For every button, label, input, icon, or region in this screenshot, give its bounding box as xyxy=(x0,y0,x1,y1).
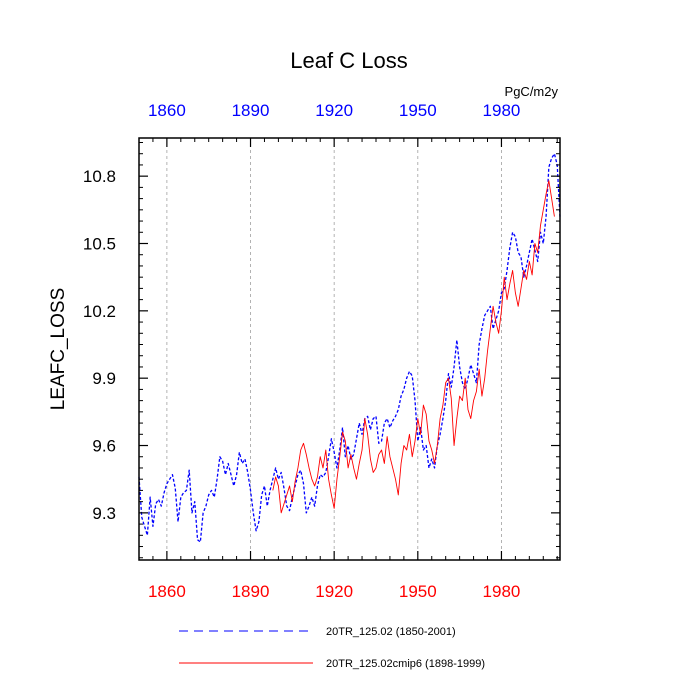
x-tick-label-bottom: 1920 xyxy=(315,582,353,601)
units-label: PgC/m2y xyxy=(505,84,559,99)
x-tick-label-top: 1890 xyxy=(232,101,270,120)
axis-ticks: 1860 1860 1890 1890 1920 1920 1950 1950 1980 1980… xyxy=(83,101,560,601)
y-tick-label: 9.3 xyxy=(92,504,116,523)
x-tick-label-top: 1920 xyxy=(315,101,353,120)
x-tick-label-top: 1950 xyxy=(399,101,437,120)
legend-label-series-1: 20TR_125.02 (1850-2001) xyxy=(326,626,456,638)
x-tick-label-bottom: 1860 xyxy=(148,582,186,601)
series-line-20TR-125-02cmip6 xyxy=(272,180,555,514)
x-tick-label-top: 1860 xyxy=(148,101,186,120)
y-tick-label: 9.9 xyxy=(92,369,116,388)
legend-label-series-2: 20TR_125.02cmip6 (1898-1999) xyxy=(326,658,485,670)
series-layer xyxy=(138,153,561,543)
series-line-20TR-125-02 xyxy=(138,153,561,543)
x-tick-label-bottom: 1890 xyxy=(232,582,270,601)
grid-lines xyxy=(166,138,502,560)
y-tick-label: 10.5 xyxy=(83,235,116,254)
legend: 20TR_125.02 (1850-2001) 20TR_125.02cmip6… xyxy=(179,626,485,670)
y-tick-label: 10.2 xyxy=(83,302,116,321)
plot-frame xyxy=(138,137,561,561)
x-tick-label-top: 1980 xyxy=(483,101,521,120)
y-axis-label: LEAFC_LOSS xyxy=(48,288,69,411)
y-tick-label: 9.6 xyxy=(92,437,116,456)
chart-title: Leaf C Loss xyxy=(290,48,407,73)
x-tick-label-bottom: 1950 xyxy=(399,582,437,601)
x-tick-label-bottom: 1980 xyxy=(483,582,521,601)
y-tick-label: 10.8 xyxy=(83,167,116,186)
